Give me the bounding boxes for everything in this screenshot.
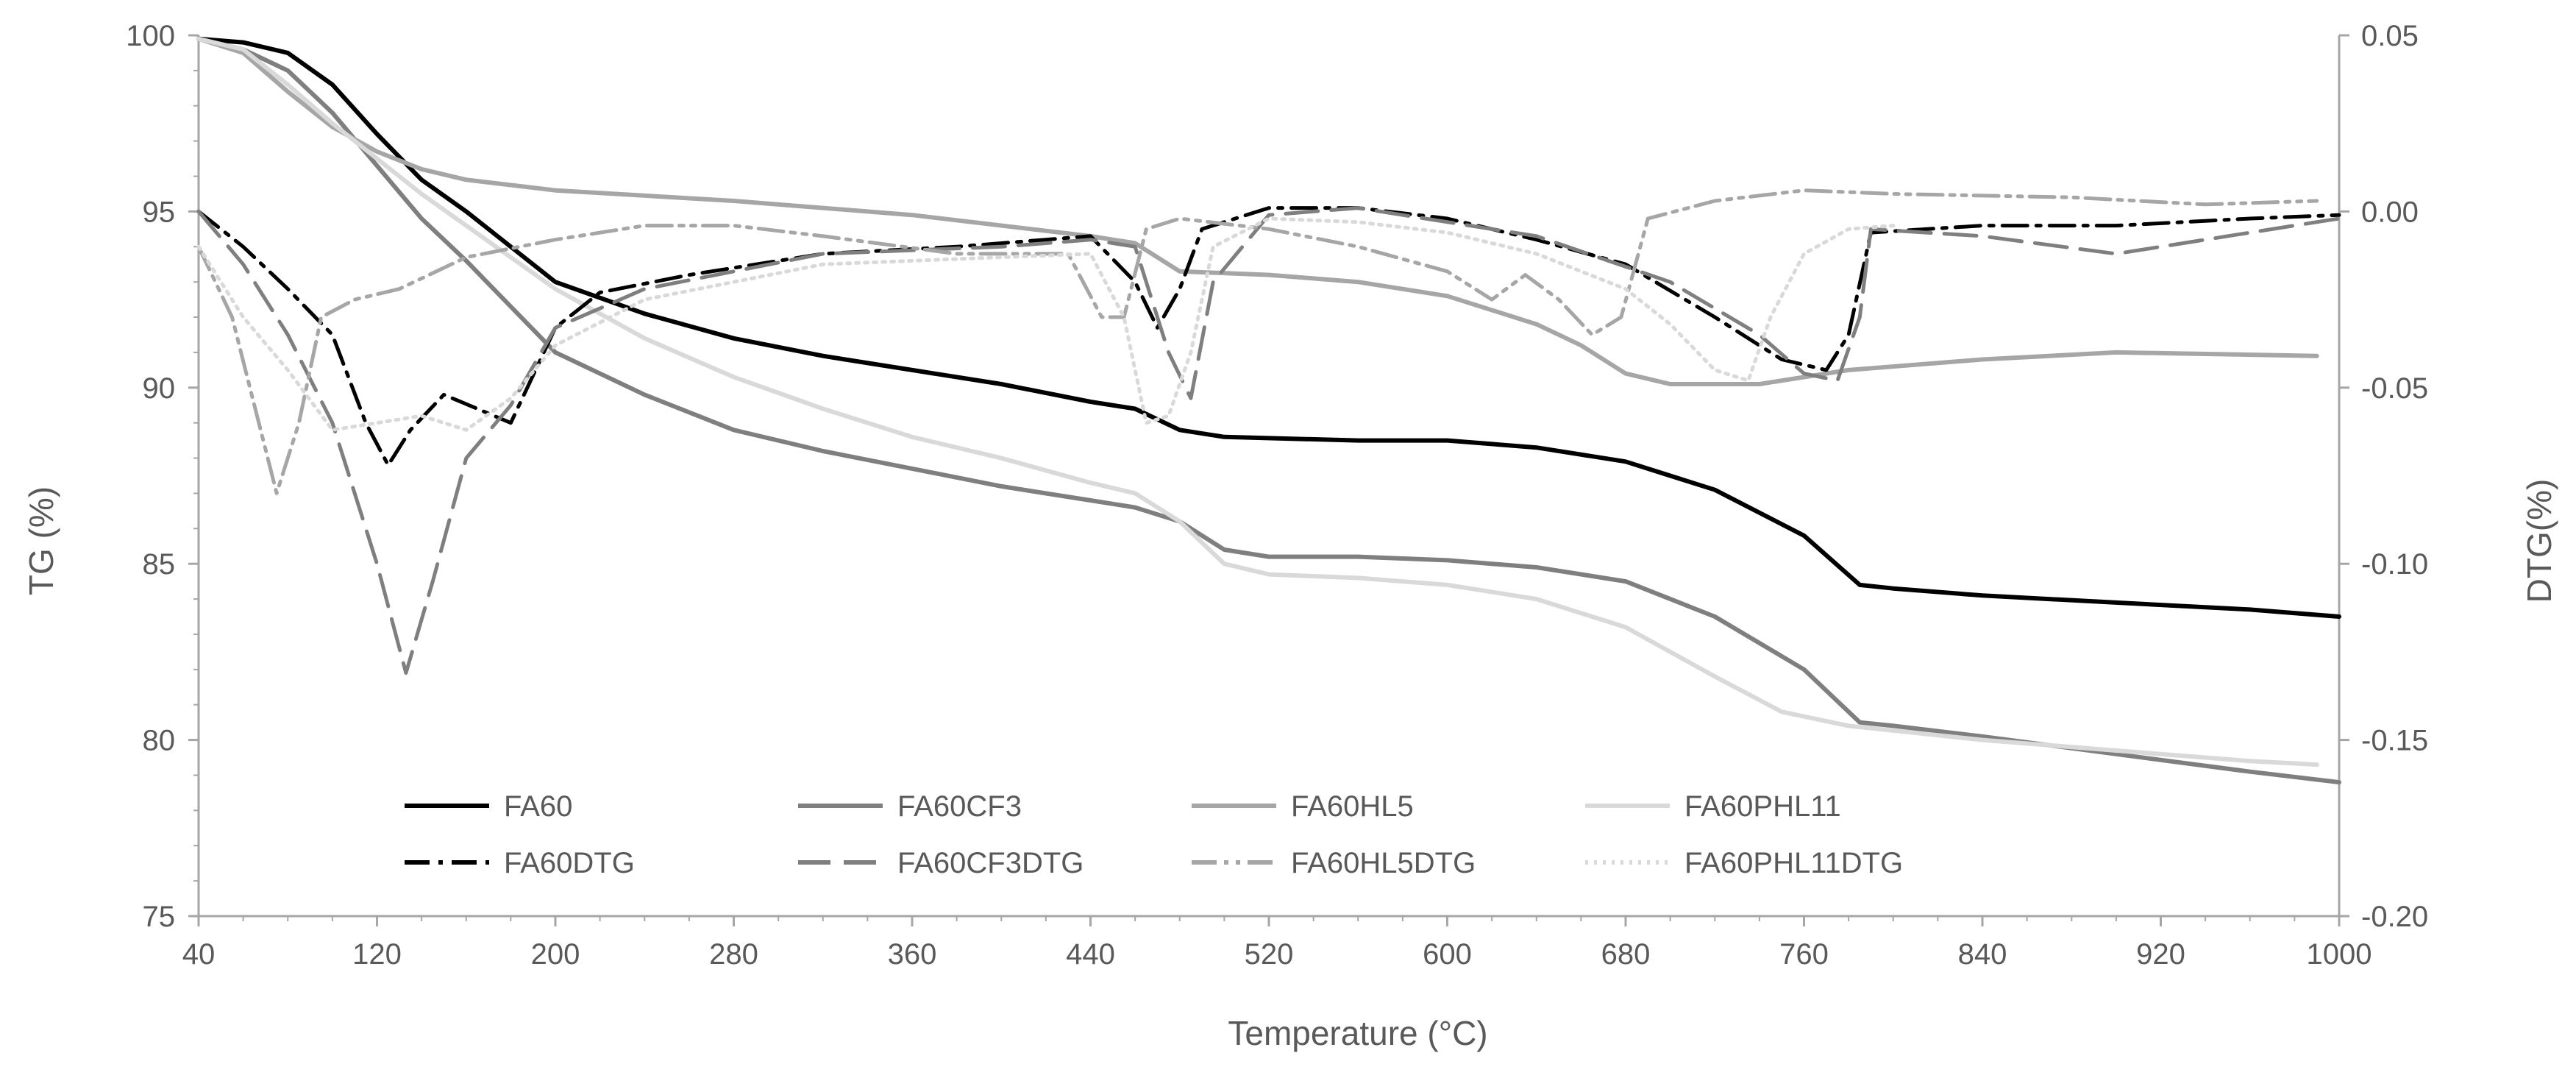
series-layer [196,36,2341,785]
series-line-fa60phl11dtg [196,216,1896,432]
x-tick-label: 520 [1245,938,1294,971]
y-tick-label: 100 [126,20,175,52]
series-line-fa60 [196,36,2341,619]
legend-label-fa60phl11: FA60PHL11 [1684,790,1841,823]
legend-label-fa60cf3: FA60CF3 [897,790,1022,823]
y-tick-label: 95 [143,196,176,228]
x-tick-label: 360 [888,938,937,971]
x-tick-label: 40 [182,938,216,971]
series-line-fa60cf3 [196,36,2341,785]
y-tick-label: 90 [143,372,176,405]
y-tick-label: 75 [143,901,176,933]
legend-label-fa60cf3dtg: FA60CF3DTG [897,847,1084,879]
x-tick-label: 280 [709,938,758,971]
x-tick-label: 600 [1423,938,1472,971]
x-tick-label: 1000 [2307,938,2372,971]
y2-tick-label: -0.15 [2361,725,2428,757]
y2-tick-label: -0.10 [2361,548,2428,581]
x-tick-label: 440 [1066,938,1115,971]
x-axis-title: Temperature (°C) [1228,1014,1487,1052]
y-axis-title: TG (%) [22,486,60,595]
y2-tick-label: 0.00 [2361,196,2419,228]
legend-label-fa60phl11dtg: FA60PHL11DTG [1684,847,1903,879]
legend-label-fa60dtg: FA60DTG [504,847,635,879]
legend-label-fa60hl5: FA60HL5 [1291,790,1414,823]
y-tick-label: 85 [143,548,176,581]
series-line-fa60cf3dtg [196,206,2341,675]
x-tick-label: 120 [352,938,402,971]
y2-axis-title: DTG(%) [2520,479,2558,603]
x-tick-label: 840 [1958,938,2007,971]
x-tick-label: 920 [2136,938,2185,971]
legend: FA60 FA60CF3 FA60HL5 FA60PHL11 FA60DTG FA60CF… [405,790,1903,879]
y2-tick-label: -0.20 [2361,901,2428,933]
x-tick-label: 760 [1779,938,1829,971]
series-line-fa60phl11 [196,36,2319,767]
series-line-fa60hl5dtg [196,188,2319,495]
x-tick-label: 200 [531,938,580,971]
y2-tick-label: 0.05 [2361,20,2419,52]
legend-label-fa60hl5dtg: FA60HL5DTG [1291,847,1476,879]
series-line-fa60hl5 [196,36,2319,386]
legend-label-fa60: FA60 [504,790,572,823]
axes-layer: 40 120 200 280 360 440 520 600 680 760 840 920 1000 7… [126,20,2428,971]
x-tick-label: 680 [1601,938,1651,971]
y2-tick-label: -0.05 [2361,372,2428,405]
series-line-fa60dtg [196,206,2341,467]
y-tick-label: 80 [143,725,176,757]
